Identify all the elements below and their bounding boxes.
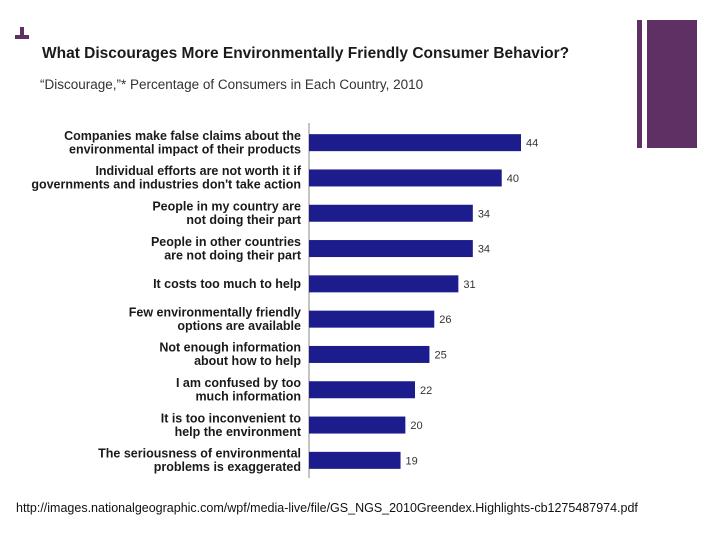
data-label: 40 <box>507 173 519 185</box>
plus-icon <box>15 25 29 39</box>
category-label: I am confused by too much information <box>176 376 301 404</box>
decorative-thick-bar <box>647 20 697 148</box>
bar <box>309 204 473 222</box>
chart-title: What Discourages More Environmentally Fr… <box>42 45 570 62</box>
data-label: 44 <box>526 138 538 150</box>
bar <box>309 416 406 434</box>
bar-chart: 44 Companies make false claims about the e… <box>31 123 538 478</box>
bar <box>309 345 430 363</box>
data-label: 31 <box>463 279 475 291</box>
category-label: People in my country are not doing their … <box>152 200 302 228</box>
source-link[interactable]: http://images.nationalgeographic.com/wpf… <box>16 501 638 515</box>
data-label: 26 <box>439 314 451 326</box>
data-label: 22 <box>420 385 432 397</box>
data-label: 19 <box>406 455 418 467</box>
bar <box>309 169 502 187</box>
decorative-thin-bar <box>637 20 642 148</box>
category-label: Companies make false claims about the env… <box>64 129 301 157</box>
category-label: Few environmentally friendly options are … <box>129 305 301 333</box>
bar <box>309 381 415 399</box>
bar <box>309 310 435 328</box>
category-label: The seriousness of environmental problems… <box>98 447 301 475</box>
category-label: People in other countries are not doing t… <box>151 235 302 262</box>
category-label: Not enough information about how to help <box>159 341 301 369</box>
category-label: Individual efforts are not worth it if go… <box>31 164 302 192</box>
plus-icon-vertical <box>20 27 24 39</box>
data-label: 34 <box>478 244 490 256</box>
data-label: 34 <box>478 208 490 220</box>
data-label: 20 <box>410 420 422 432</box>
category-label: It costs too much to help <box>153 277 301 291</box>
bar <box>309 451 401 469</box>
bar <box>309 134 521 152</box>
category-label: It is too inconvenient to help the enviro… <box>161 411 302 439</box>
data-label: 25 <box>434 349 446 361</box>
chart-subtitle: “Discourage,”* Percentage of Consumers i… <box>40 77 424 92</box>
bar <box>309 275 459 293</box>
bar <box>309 240 473 258</box>
